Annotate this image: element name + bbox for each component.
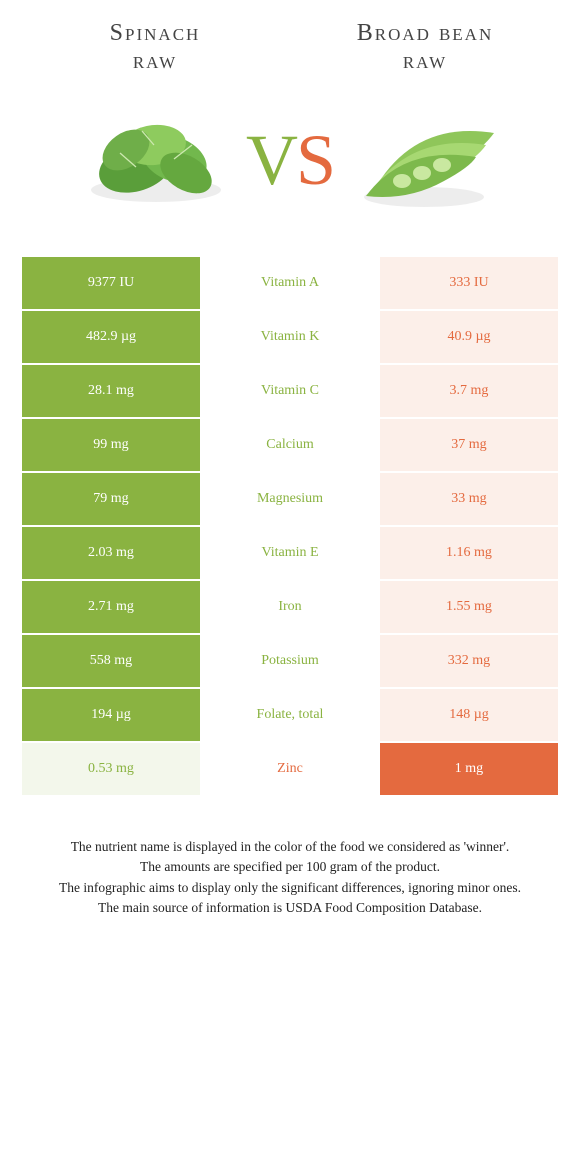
- footer-line-4: The main source of information is USDA F…: [30, 898, 550, 918]
- table-row: 28.1 mgVitamin C3.7 mg: [21, 364, 559, 418]
- left-value: 2.03 mg: [21, 526, 201, 580]
- left-value: 194 µg: [21, 688, 201, 742]
- left-value: 482.9 µg: [21, 310, 201, 364]
- footer-line-1: The nutrient name is displayed in the co…: [30, 837, 550, 857]
- right-food-state: raw: [290, 48, 560, 76]
- left-food-title: Spinach raw: [20, 20, 290, 75]
- vs-v: V: [246, 120, 296, 200]
- right-value: 1 mg: [379, 742, 559, 796]
- footer-notes: The nutrient name is displayed in the co…: [0, 797, 580, 948]
- right-value: 148 µg: [379, 688, 559, 742]
- table-row: 2.03 mgVitamin E1.16 mg: [21, 526, 559, 580]
- nutrient-label: Vitamin K: [201, 310, 379, 364]
- table-row: 2.71 mgIron1.55 mg: [21, 580, 559, 634]
- footer-line-2: The amounts are specified per 100 gram o…: [30, 857, 550, 877]
- table-row: 0.53 mgZinc1 mg: [21, 742, 559, 796]
- left-value: 9377 IU: [21, 256, 201, 310]
- right-value: 33 mg: [379, 472, 559, 526]
- vs-s: S: [296, 120, 334, 200]
- nutrient-label: Vitamin E: [201, 526, 379, 580]
- vs-label: VS: [246, 119, 334, 202]
- right-value: 3.7 mg: [379, 364, 559, 418]
- right-value: 333 IU: [379, 256, 559, 310]
- right-value: 37 mg: [379, 418, 559, 472]
- nutrient-label: Vitamin A: [201, 256, 379, 310]
- nutrient-label: Magnesium: [201, 472, 379, 526]
- left-food-name: Spinach: [20, 20, 290, 48]
- right-value: 332 mg: [379, 634, 559, 688]
- table-row: 9377 IUVitamin A333 IU: [21, 256, 559, 310]
- right-value: 1.16 mg: [379, 526, 559, 580]
- table-row: 194 µgFolate, total148 µg: [21, 688, 559, 742]
- table-row: 99 mgCalcium37 mg: [21, 418, 559, 472]
- header-titles: Spinach raw Broad bean raw: [0, 0, 580, 85]
- right-value: 1.55 mg: [379, 580, 559, 634]
- vs-row: VS: [0, 85, 580, 255]
- table-row: 79 mgMagnesium33 mg: [21, 472, 559, 526]
- nutrient-label: Zinc: [201, 742, 379, 796]
- nutrient-label: Vitamin C: [201, 364, 379, 418]
- nutrient-label: Iron: [201, 580, 379, 634]
- left-value: 79 mg: [21, 472, 201, 526]
- broad-bean-image: [344, 95, 504, 225]
- left-value: 99 mg: [21, 418, 201, 472]
- nutrient-label: Calcium: [201, 418, 379, 472]
- right-food-title: Broad bean raw: [290, 20, 560, 75]
- left-value: 558 mg: [21, 634, 201, 688]
- right-value: 40.9 µg: [379, 310, 559, 364]
- right-food-name: Broad bean: [290, 20, 560, 48]
- spinach-image: [76, 95, 236, 225]
- nutrient-label: Folate, total: [201, 688, 379, 742]
- left-food-state: raw: [20, 48, 290, 76]
- left-value: 0.53 mg: [21, 742, 201, 796]
- nutrient-table: 9377 IUVitamin A333 IU482.9 µgVitamin K4…: [20, 255, 560, 797]
- footer-line-3: The infographic aims to display only the…: [30, 878, 550, 898]
- table-row: 558 mgPotassium332 mg: [21, 634, 559, 688]
- left-value: 2.71 mg: [21, 580, 201, 634]
- nutrient-label: Potassium: [201, 634, 379, 688]
- left-value: 28.1 mg: [21, 364, 201, 418]
- table-row: 482.9 µgVitamin K40.9 µg: [21, 310, 559, 364]
